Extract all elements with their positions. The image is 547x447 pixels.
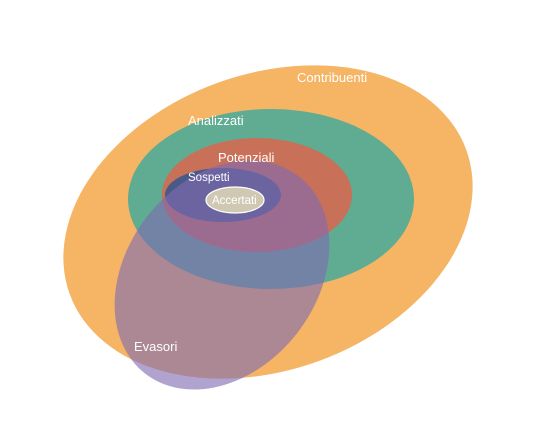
set-accertati [205,186,265,214]
set-evasori [114,160,330,390]
label-accertati: Accertati [212,195,257,207]
label-evasori: Evasori [134,339,177,354]
label-sospetti: Sospetti [188,172,230,184]
label-analizzati: Analizzati [188,113,244,128]
label-contribuenti: Contribuenti [297,70,367,85]
label-potenziali: Potenziali [218,150,274,165]
